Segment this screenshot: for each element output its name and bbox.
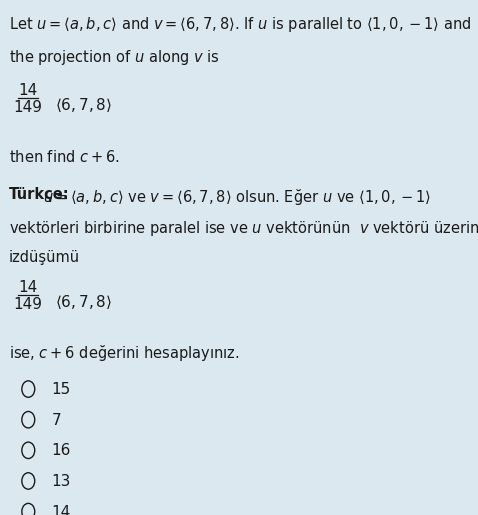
Text: $u = \langle a, b, c\rangle$ ve $v = \langle 6, 7, 8\rangle$ olsun. Eğer $u$ ve : $u = \langle a, b, c\rangle$ ve $v = \la… [43,187,431,208]
Text: 149: 149 [14,297,43,312]
Text: Türkçe:: Türkçe: [9,187,69,202]
Text: 7: 7 [52,413,61,428]
Text: 13: 13 [52,474,71,489]
Text: then find $c + 6$.: then find $c + 6$. [9,149,120,165]
Text: izdüşümü: izdüşümü [9,250,80,265]
Text: $\langle 6, 7, 8\rangle$: $\langle 6, 7, 8\rangle$ [55,293,112,311]
Text: 14: 14 [19,280,38,295]
Text: $\langle 6, 7, 8\rangle$: $\langle 6, 7, 8\rangle$ [55,96,112,114]
Text: ise, $c + 6$ değerini hesaplayınız.: ise, $c + 6$ değerini hesaplayınız. [9,344,239,364]
Text: the projection of $u$ along $v$ is: the projection of $u$ along $v$ is [9,48,219,67]
Text: 149: 149 [14,100,43,115]
Text: 14: 14 [52,505,71,515]
Text: 16: 16 [52,443,71,458]
Text: Let $u = \langle a, b, c\rangle$ and $v = \langle 6, 7, 8\rangle$. If $u$ is par: Let $u = \langle a, b, c\rangle$ and $v … [9,15,471,34]
Text: 14: 14 [19,83,38,98]
Text: vektörleri birbirine paralel ise ve $u$ vektörünün  $v$ vektörü üzerine: vektörleri birbirine paralel ise ve $u$ … [9,218,478,237]
Text: 15: 15 [52,382,71,397]
